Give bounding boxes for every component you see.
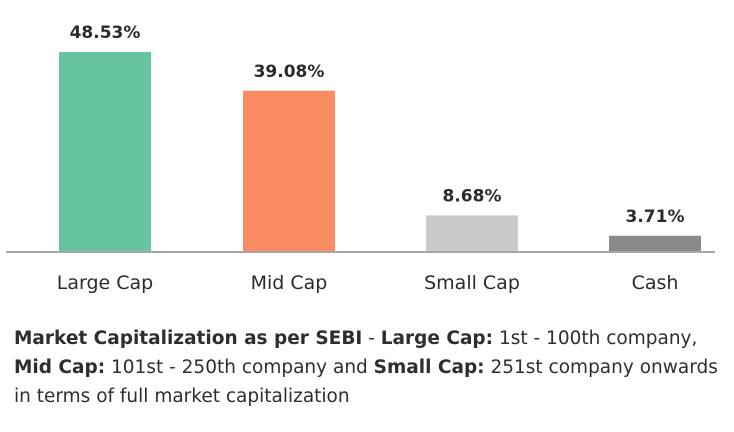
value-label: 8.68%: [443, 186, 502, 206]
category-label: Mid Cap: [251, 272, 328, 294]
footnote-text: 1st - 100th company,: [493, 328, 698, 349]
market-cap-bar-chart: 48.53% Large Cap 39.08% Mid Cap 8.68% Small C…: [6, 23, 715, 294]
value-label: 39.08%: [254, 62, 325, 82]
footnote: Market Capitalization as per SEBI - Larg…: [14, 324, 720, 411]
category-label: Cash: [632, 272, 679, 294]
value-label: 48.53%: [70, 23, 141, 43]
category-label: Large Cap: [57, 272, 153, 294]
footnote-text: 251st company onwards in terms of full m…: [14, 357, 718, 407]
footnote-term: Mid Cap:: [14, 357, 106, 378]
footnote-term: Large Cap:: [380, 328, 494, 349]
footnote-text: 101st - 250th company and: [105, 357, 374, 378]
footnote-term: Small Cap:: [373, 357, 485, 378]
footnote-text: -: [362, 328, 381, 349]
category-label: Small Cap: [424, 272, 520, 294]
bar-cash: [609, 235, 701, 251]
footnote-term: Market Capitalization as per SEBI: [14, 328, 363, 349]
value-label: 3.71%: [626, 207, 685, 227]
bar-large-cap: [59, 52, 151, 251]
bar-small-cap: [426, 215, 518, 251]
bar-mid-cap: [243, 90, 335, 251]
